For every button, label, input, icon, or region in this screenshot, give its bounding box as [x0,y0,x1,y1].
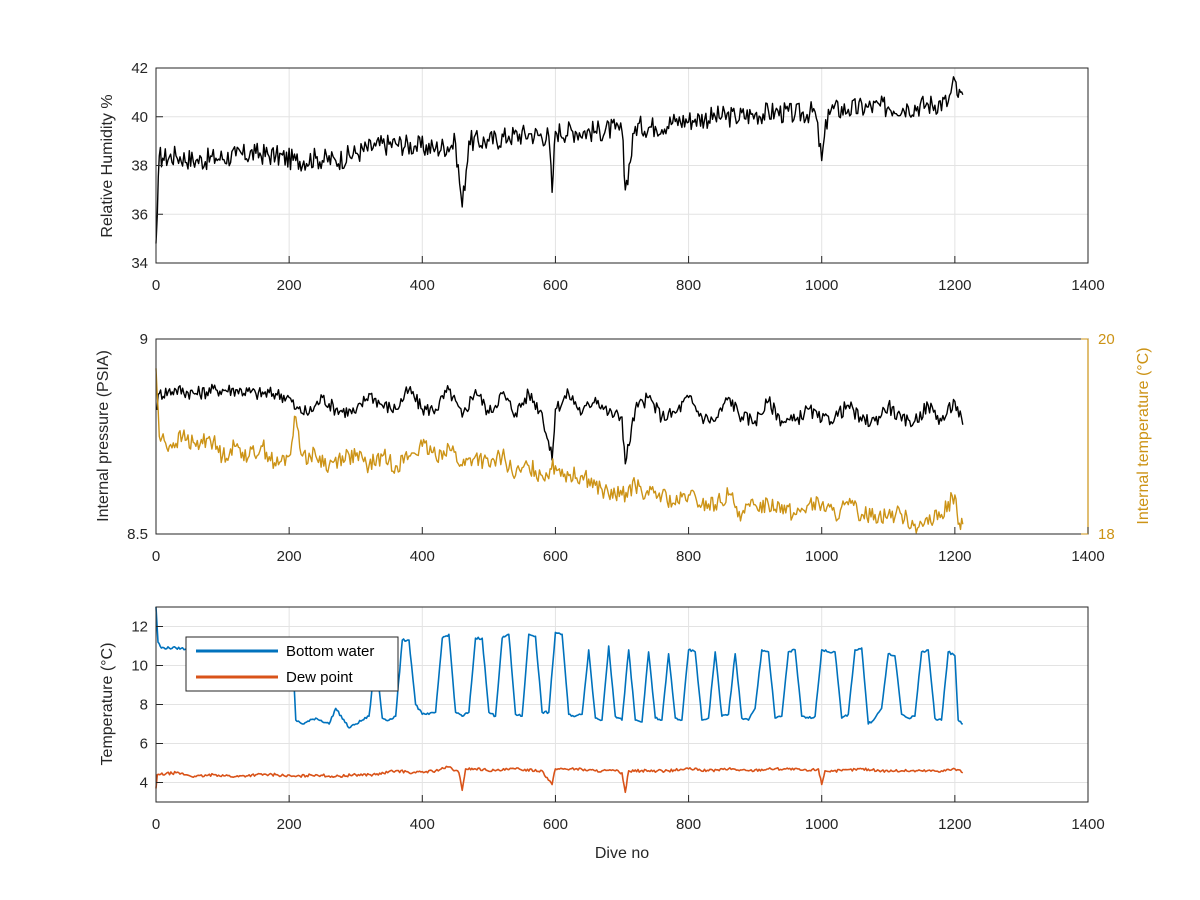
y-tick-label: 34 [131,255,148,272]
x-tick-label: 800 [676,816,701,833]
x-tick-label: 200 [277,548,302,565]
legend-box [185,636,399,692]
y-tick-label: 6 [140,736,148,753]
panel-pressure-xticks: 0 200 400 600 800 1000 1200 1400 [152,527,1105,565]
panel-humidity-xticks: 0 200 400 600 800 1000 1200 1400 [152,256,1105,294]
y-tick-label: 9 [140,331,148,348]
y2-tick-label: 18 [1098,526,1115,543]
panel-pressure-y2label: Internal temperature (°C) [1135,347,1152,524]
x-tick-label: 1400 [1071,277,1104,294]
panel-humidity-ylabel: Relative Humidity % [99,94,116,237]
panel-pressure-ylabel: Internal pressure (PSIA) [95,350,112,522]
panel-temperature-xlabel: Dive no [595,845,649,862]
x-tick-label: 200 [277,277,302,294]
y-tick-label: 40 [131,109,148,126]
x-tick-label: 1200 [938,277,971,294]
panel-temperature: 0 200 400 600 800 1000 1200 1400 4 6 8 10 12 Temper… [99,606,1105,862]
panel-temperature-xticks: 0 200 400 600 800 1000 1200 1400 [152,795,1105,833]
x-tick-label: 1000 [805,816,838,833]
legend-label-bottom-water: Bottom water [286,643,374,660]
x-tick-label: 1000 [805,548,838,565]
series-line-humidity-0 [155,76,964,244]
x-tick-label: 0 [152,277,160,294]
x-tick-label: 1200 [938,548,971,565]
x-tick-label: 1000 [805,277,838,294]
y-tick-label: 8.5 [127,526,148,543]
series-line-dew-point [155,765,964,794]
y-tick-label: 42 [131,60,148,77]
panel-pressure-yticks: 8.59 [127,331,163,543]
x-tick-label: 0 [152,816,160,833]
x-tick-label: 200 [277,816,302,833]
series-line-pressure-0 [155,383,964,465]
panel-temperature-ylabel: Temperature (°C) [99,643,116,766]
x-tick-label: 1400 [1071,816,1104,833]
y-tick-label: 4 [140,775,148,792]
series-line-pressure-1 [155,368,964,534]
x-tick-label: 600 [543,816,568,833]
y-tick-label: 8 [140,697,148,714]
panel-humidity-plot [155,76,964,244]
panel-temperature-yticks: 4 6 8 10 12 [131,619,163,792]
y2-tick-label: 20 [1098,331,1115,348]
panel-humidity: 0 200 400 600 800 1000 1200 1400 34 36 38 40 42 Rel… [99,60,1105,294]
x-tick-label: 0 [152,548,160,565]
x-tick-label: 400 [410,548,435,565]
x-tick-label: 400 [410,816,435,833]
x-tick-label: 400 [410,277,435,294]
panel-humidity-yticks: 34 36 38 40 42 [131,60,163,272]
y-tick-label: 38 [131,158,148,175]
y-tick-label: 36 [131,206,148,223]
x-tick-label: 800 [676,548,701,565]
x-tick-label: 600 [543,277,568,294]
y-tick-label: 12 [131,619,148,636]
legend: Bottom water Dew point [185,636,399,692]
panel-pressure-plot [155,368,964,534]
x-tick-label: 1200 [938,816,971,833]
legend-label-dew-point: Dew point [286,669,354,686]
y-tick-label: 10 [131,658,148,675]
x-tick-label: 800 [676,277,701,294]
x-tick-label: 1400 [1071,548,1104,565]
x-tick-label: 600 [543,548,568,565]
